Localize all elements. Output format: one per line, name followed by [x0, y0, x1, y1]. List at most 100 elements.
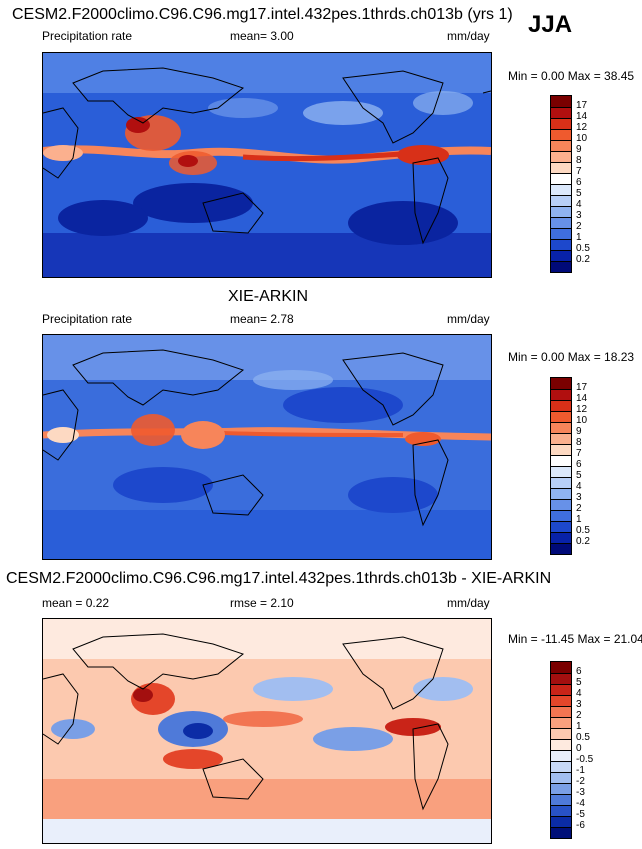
colorbar-tick-label: 2: [576, 710, 582, 721]
colorbar-swatch: [551, 794, 571, 805]
colorbar-swatch: [551, 717, 571, 728]
panel1-mean: mean= 3.00: [230, 29, 294, 43]
colorbar-swatch: [551, 118, 571, 129]
colorbar-tick-label: 6: [576, 666, 582, 677]
colorbar-tick-label: 4: [576, 481, 582, 492]
colorbar-swatch: [551, 673, 571, 684]
colorbar-swatch: [551, 695, 571, 706]
panel1-colorbar: [550, 95, 572, 273]
panel3-title: CESM2.F2000climo.C96.C96.mg17.intel.432p…: [6, 570, 552, 587]
colorbar-swatch: [551, 488, 571, 499]
colorbar-tick-label: 3: [576, 699, 582, 710]
colorbar-swatch: [551, 378, 571, 389]
colorbar-swatch: [551, 250, 571, 261]
colorbar-tick-label: 9: [576, 426, 582, 437]
panel1-units: mm/day: [447, 29, 490, 43]
colorbar-tick-label: 17: [576, 382, 588, 393]
colorbar-tick-label: 4: [576, 688, 582, 699]
panel2-field-label: Precipitation rate: [42, 312, 133, 326]
colorbar-swatch: [551, 228, 571, 239]
colorbar-swatch: [551, 162, 571, 173]
panel3-units: mm/day: [447, 596, 490, 610]
colorbar-swatch: [551, 761, 571, 772]
panel1-minmax: Min = 0.00 Max = 38.45: [508, 69, 635, 83]
colorbar-tick-label: 3: [576, 492, 582, 503]
colorbar-swatch: [551, 151, 571, 162]
colorbar-tick-label: 5: [576, 470, 582, 481]
panel2-minmax: Min = 0.00 Max = 18.23: [508, 350, 635, 364]
panel2-map-svg: [43, 335, 491, 559]
colorbar-swatch: [551, 750, 571, 761]
colorbar-tick-label: 0.2: [576, 254, 590, 265]
panel1-map-svg: [43, 53, 491, 277]
colorbar-tick-label: -4: [576, 798, 585, 809]
colorbar-swatch: [551, 217, 571, 228]
colorbar-tick-label: -1: [576, 765, 585, 776]
colorbar-swatch: [551, 816, 571, 827]
colorbar-tick-label: 6: [576, 459, 582, 470]
panel1-field-label: Precipitation rate: [42, 29, 133, 43]
colorbar-tick-label: 7: [576, 166, 582, 177]
colorbar-tick-label: 8: [576, 437, 582, 448]
colorbar-swatch: [551, 444, 571, 455]
colorbar-swatch: [551, 422, 571, 433]
colorbar-swatch: [551, 389, 571, 400]
colorbar-tick-label: 0.5: [576, 243, 590, 254]
panel3-map: [42, 618, 492, 844]
panel2-colorbar: [550, 377, 572, 555]
colorbar-swatch: [551, 827, 571, 838]
colorbar-swatch: [551, 96, 571, 107]
colorbar-tick-label: 1: [576, 721, 582, 732]
colorbar-tick-label: -6: [576, 820, 585, 831]
colorbar-tick-label: 12: [576, 122, 588, 133]
colorbar-tick-label: 7: [576, 448, 582, 459]
colorbar-swatch: [551, 783, 571, 794]
colorbar-swatch: [551, 173, 571, 184]
colorbar-swatch: [551, 206, 571, 217]
colorbar-swatch: [551, 662, 571, 673]
colorbar-tick-label: 6: [576, 177, 582, 188]
colorbar-swatch: [551, 455, 571, 466]
colorbar-tick-label: 2: [576, 221, 582, 232]
colorbar-swatch: [551, 805, 571, 816]
colorbar-swatch: [551, 706, 571, 717]
colorbar-swatch: [551, 140, 571, 151]
colorbar-swatch: [551, 400, 571, 411]
colorbar-tick-label: 14: [576, 393, 588, 404]
panel3-map-svg: [43, 619, 491, 843]
colorbar-tick-label: 4: [576, 199, 582, 210]
colorbar-swatch: [551, 129, 571, 140]
colorbar-tick-label: 0: [576, 743, 582, 754]
colorbar-swatch: [551, 184, 571, 195]
colorbar-swatch: [551, 684, 571, 695]
colorbar-tick-label: -0.5: [576, 754, 594, 765]
panel3-minmax: Min = -11.45 Max = 21.04: [508, 632, 642, 646]
colorbar-swatch: [551, 532, 571, 543]
panel3-mean: mean = 0.22: [42, 596, 110, 610]
colorbar-swatch: [551, 261, 571, 272]
colorbar-tick-label: 2: [576, 503, 582, 514]
colorbar-tick-label: 5: [576, 677, 582, 688]
colorbar-tick-label: 9: [576, 144, 582, 155]
panel1-map: [42, 52, 492, 278]
colorbar-tick-label: -2: [576, 776, 585, 787]
colorbar-tick-label: 10: [576, 133, 588, 144]
colorbar-tick-label: 17: [576, 100, 588, 111]
panel3-rmse: rmse = 2.10: [230, 596, 294, 610]
colorbar-tick-label: 14: [576, 111, 588, 122]
colorbar-swatch: [551, 521, 571, 532]
colorbar-swatch: [551, 477, 571, 488]
colorbar-swatch: [551, 510, 571, 521]
season-label: JJA: [528, 11, 573, 38]
colorbar-swatch: [551, 499, 571, 510]
colorbar-tick-label: 10: [576, 415, 588, 426]
colorbar-swatch: [551, 195, 571, 206]
panel3-colorbar: [550, 661, 572, 839]
colorbar-tick-label: 0.5: [576, 732, 590, 743]
colorbar-tick-label: 5: [576, 188, 582, 199]
colorbar-tick-label: -3: [576, 787, 585, 798]
colorbar-tick-label: 1: [576, 232, 582, 243]
colorbar-tick-label: 0.2: [576, 536, 590, 547]
panel2-map: [42, 334, 492, 560]
colorbar-tick-label: 3: [576, 210, 582, 221]
